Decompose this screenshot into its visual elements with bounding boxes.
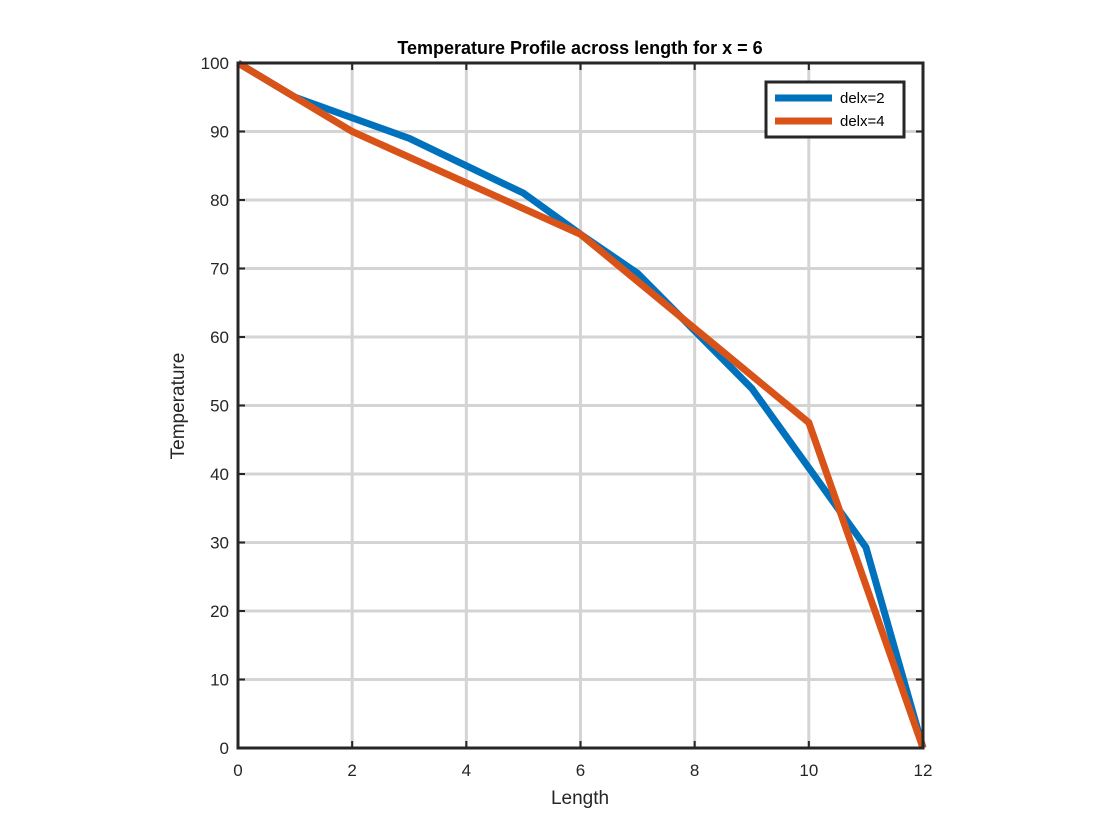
chart-title: Temperature Profile across length for x … bbox=[397, 38, 762, 58]
series-lines bbox=[236, 59, 927, 750]
axis-ticks: 0 2 4 6 8 10 12 0 10 20 30 40 50 60 70 80 90 100 bbox=[201, 54, 933, 780]
x-tick-label: 6 bbox=[576, 761, 585, 780]
y-tick-label: 60 bbox=[210, 328, 229, 347]
y-tick-label: 20 bbox=[210, 602, 229, 621]
y-tick-label: 80 bbox=[210, 191, 229, 210]
legend-label-delx-2: delx=2 bbox=[840, 90, 885, 107]
x-axis-label: Length bbox=[551, 788, 609, 809]
y-tick-label: 50 bbox=[210, 397, 229, 416]
y-tick-label: 90 bbox=[210, 123, 229, 142]
y-tick-label: 10 bbox=[210, 671, 229, 690]
legend: delx=2 delx=4 bbox=[764, 80, 906, 139]
legend-label-delx-4: delx=4 bbox=[840, 113, 885, 130]
x-tick-label: 8 bbox=[690, 761, 699, 780]
x-tick-label: 12 bbox=[914, 761, 933, 780]
y-tick-label: 30 bbox=[210, 534, 229, 553]
legend-box bbox=[764, 80, 906, 139]
y-axis-label: Temperature bbox=[168, 353, 189, 460]
grid-lines bbox=[238, 63, 923, 748]
series-line-delx-4 bbox=[236, 59, 927, 750]
x-tick-label: 10 bbox=[799, 761, 818, 780]
x-tick-label: 0 bbox=[233, 761, 242, 780]
y-tick-label: 0 bbox=[220, 739, 229, 758]
y-tick-label: 100 bbox=[201, 54, 229, 73]
x-tick-label: 2 bbox=[347, 761, 356, 780]
y-tick-label: 70 bbox=[210, 260, 229, 279]
y-tick-label: 40 bbox=[210, 465, 229, 484]
x-tick-label: 4 bbox=[462, 761, 471, 780]
